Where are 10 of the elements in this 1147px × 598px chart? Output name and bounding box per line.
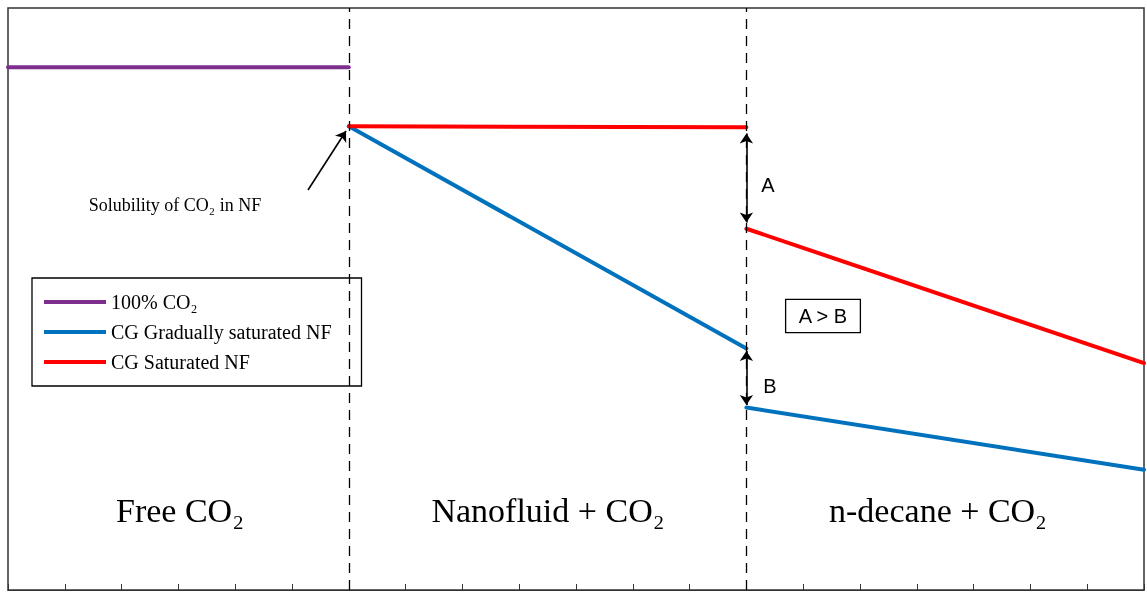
annotation: A: [761, 174, 776, 196]
legend-label: 100% CO₂: [111, 291, 198, 313]
annotation: B: [763, 375, 777, 397]
annotation: n-decane + CO₂: [829, 491, 1047, 529]
annotation: A > B: [798, 305, 848, 327]
annotation: Nanofluid + CO₂: [431, 491, 665, 529]
legend-label: CG Gradually saturated NF: [111, 321, 332, 344]
legend-label: CG Saturated NF: [111, 351, 250, 373]
annotation: Solubility of CO₂ in NF: [88, 195, 262, 215]
annotation: Free CO₂: [116, 491, 244, 529]
